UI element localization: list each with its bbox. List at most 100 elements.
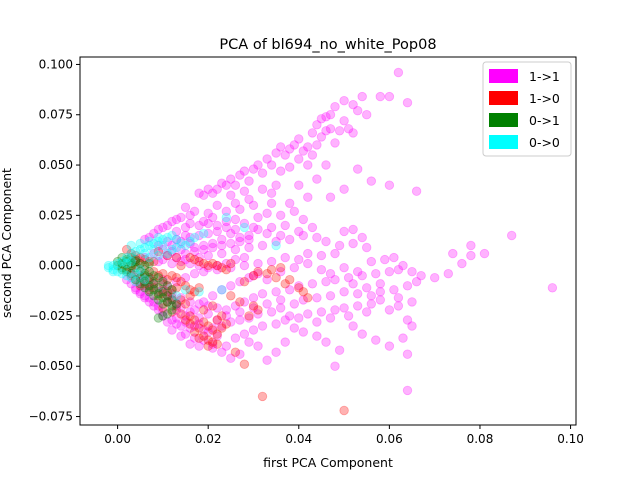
data-point: [171, 299, 182, 309]
data-point: [407, 321, 417, 331]
data-point: [185, 238, 195, 249]
data-point: [217, 347, 227, 357]
data-point: [144, 285, 155, 295]
data-point: [362, 307, 372, 317]
data-point: [362, 283, 372, 293]
data-point: [126, 263, 136, 273]
data-point: [121, 244, 132, 255]
data-point: [276, 142, 286, 152]
data-point: [325, 124, 336, 134]
data-point: [135, 279, 145, 289]
data-point: [198, 258, 209, 269]
data-point: [353, 267, 363, 277]
data-point: [180, 329, 191, 339]
data-point: [162, 291, 173, 301]
data-point: [167, 240, 177, 251]
data-point: [321, 112, 331, 122]
data-point: [135, 277, 145, 287]
data-point: [185, 291, 195, 301]
data-point: [235, 170, 245, 180]
data-point: [185, 311, 195, 321]
data-point: [185, 285, 195, 295]
data-point: [126, 248, 136, 259]
data-point: [171, 305, 182, 315]
data-point: [162, 287, 173, 297]
data-point: [135, 273, 145, 283]
data-point: [294, 134, 304, 144]
y-tick-label: −0.025: [29, 309, 73, 323]
data-point: [162, 317, 173, 327]
data-point: [221, 341, 232, 351]
legend-swatch: [489, 135, 518, 149]
data-point: [180, 230, 191, 241]
data-point: [371, 335, 381, 345]
data-point: [171, 214, 182, 225]
data-point: [235, 297, 245, 307]
data-point: [207, 301, 218, 311]
data-point: [207, 337, 218, 347]
data-point: [230, 301, 241, 311]
data-point: [321, 277, 331, 287]
data-point: [235, 349, 245, 359]
data-point: [130, 246, 141, 257]
data-point: [248, 271, 259, 281]
data-point: [321, 160, 331, 170]
data-point: [149, 256, 159, 267]
data-point: [185, 210, 195, 221]
data-point: [189, 254, 200, 265]
data-point: [207, 242, 218, 253]
data-point: [262, 208, 272, 219]
data-point: [271, 273, 281, 283]
data-point: [144, 297, 155, 307]
data-point: [140, 279, 150, 289]
data-point: [217, 321, 227, 331]
data-point: [167, 244, 177, 255]
chart-title: PCA of bl694_no_white_Pop08: [219, 37, 436, 53]
data-point: [430, 273, 440, 283]
data-point: [198, 267, 209, 277]
data-point: [180, 281, 191, 291]
data-point: [375, 279, 386, 289]
data-point: [466, 240, 476, 251]
data-point: [180, 285, 191, 295]
data-point: [126, 240, 136, 251]
data-point: [135, 265, 145, 275]
data-point: [448, 248, 458, 259]
data-point: [126, 269, 136, 279]
data-point: [257, 184, 268, 194]
data-point: [144, 273, 155, 283]
data-point: [194, 230, 204, 241]
data-point: [117, 263, 127, 273]
data-point: [162, 250, 173, 261]
data-point: [366, 256, 377, 267]
data-point: [194, 323, 204, 333]
data-point: [348, 99, 358, 110]
data-point: [162, 297, 173, 307]
data-point: [257, 391, 268, 402]
data-point: [130, 254, 141, 265]
data-point: [398, 333, 408, 343]
data-point: [117, 269, 127, 279]
data-point: [262, 299, 272, 309]
data-point: [180, 299, 191, 309]
series-1-points: [121, 244, 349, 416]
legend-swatch: [489, 91, 518, 105]
data-point: [217, 323, 227, 333]
data-point: [362, 109, 372, 120]
data-point: [357, 271, 367, 281]
data-point: [189, 333, 200, 343]
data-point: [294, 226, 304, 237]
data-point: [207, 258, 218, 269]
data-point: [334, 240, 345, 251]
data-point: [266, 198, 277, 209]
data-point: [248, 164, 259, 174]
data-point: [126, 260, 136, 271]
data-point: [239, 218, 250, 229]
legend-label: 0->0: [529, 135, 560, 150]
data-point: [348, 238, 358, 249]
data-point: [185, 307, 195, 317]
data-point: [343, 273, 354, 283]
data-point: [185, 339, 195, 349]
data-point: [153, 313, 164, 323]
data-point: [402, 281, 413, 291]
